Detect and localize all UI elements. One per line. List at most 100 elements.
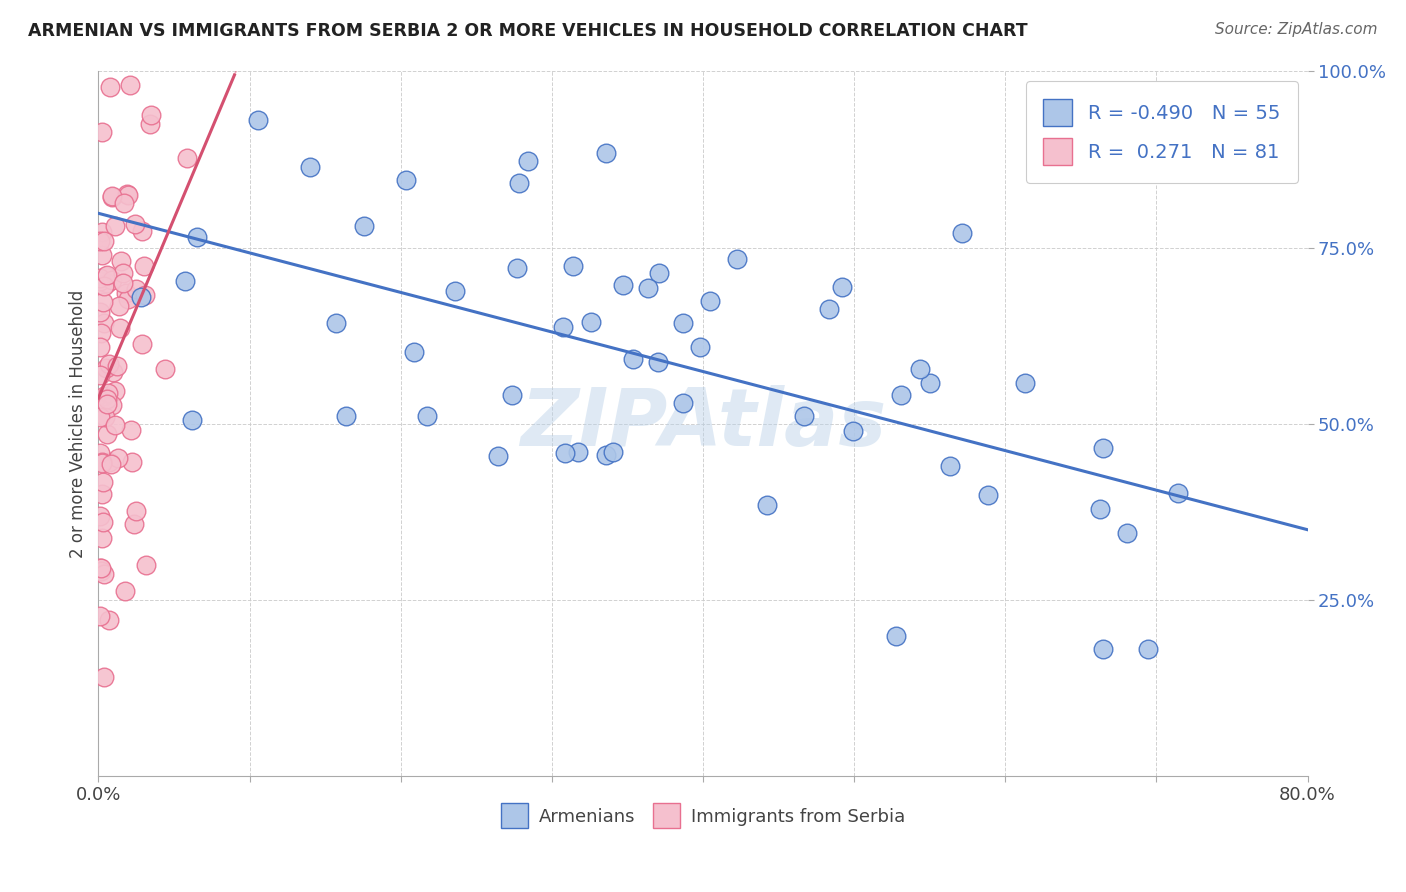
Point <box>756 498 779 512</box>
Point <box>100 398 122 412</box>
Point <box>562 260 585 274</box>
Point <box>1092 441 1115 455</box>
Point <box>890 388 912 402</box>
Point <box>90 124 112 138</box>
Point <box>112 276 135 290</box>
Point <box>90 565 112 579</box>
Point <box>908 361 931 376</box>
Point <box>1091 642 1114 657</box>
Point <box>416 409 439 423</box>
Point <box>831 280 853 294</box>
Point <box>977 488 1000 502</box>
Point <box>402 345 425 359</box>
Point <box>104 418 127 433</box>
Point <box>98 79 121 94</box>
Point <box>97 386 120 401</box>
Point <box>486 449 509 463</box>
Point <box>950 226 973 240</box>
Point <box>108 320 131 334</box>
Point <box>699 294 721 309</box>
Point <box>595 448 617 462</box>
Point <box>648 266 671 280</box>
Point <box>124 217 146 231</box>
Point <box>517 154 540 169</box>
Point <box>96 361 118 376</box>
Point <box>501 388 523 402</box>
Point <box>841 424 863 438</box>
Point <box>91 456 114 470</box>
Point <box>93 566 115 581</box>
Point <box>579 315 602 329</box>
Point <box>612 278 634 293</box>
Point <box>91 515 114 529</box>
Point <box>101 273 124 287</box>
Point <box>89 368 111 382</box>
Point <box>91 294 114 309</box>
Point <box>886 629 908 643</box>
Point <box>1014 376 1036 390</box>
Point <box>671 396 693 410</box>
Point <box>125 503 148 517</box>
Point <box>181 413 204 427</box>
Point <box>94 409 117 424</box>
Point <box>90 248 112 262</box>
Point <box>104 219 127 234</box>
Point <box>818 301 841 316</box>
Point <box>104 384 127 398</box>
Point <box>89 446 111 460</box>
Text: Source: ZipAtlas.com: Source: ZipAtlas.com <box>1215 22 1378 37</box>
Text: ZIPAtlas: ZIPAtlas <box>520 384 886 463</box>
Point <box>551 319 574 334</box>
Point <box>89 234 111 248</box>
Point <box>101 190 124 204</box>
Point <box>131 336 153 351</box>
Point <box>93 389 115 403</box>
Point <box>91 225 114 239</box>
Point <box>554 446 576 460</box>
Point <box>186 229 208 244</box>
Point <box>672 316 695 330</box>
Point <box>122 517 145 532</box>
Point <box>96 276 118 290</box>
Point <box>793 409 815 424</box>
Point <box>100 457 122 471</box>
Point <box>98 455 121 469</box>
Point <box>353 219 375 233</box>
Point <box>395 173 418 187</box>
Point <box>155 362 177 376</box>
Point <box>110 254 132 268</box>
Point <box>125 282 148 296</box>
Point <box>101 365 124 379</box>
Point <box>1167 485 1189 500</box>
Point <box>93 475 115 489</box>
Point <box>93 670 115 684</box>
Y-axis label: 2 or more Vehicles in Household: 2 or more Vehicles in Household <box>69 290 87 558</box>
Point <box>91 531 114 545</box>
Point <box>93 234 115 248</box>
Point <box>111 266 134 280</box>
Point <box>90 487 112 501</box>
Point <box>247 112 270 127</box>
Point <box>107 451 129 466</box>
Point <box>90 326 112 340</box>
Point <box>135 558 157 572</box>
Point <box>298 161 321 175</box>
Point <box>96 268 118 282</box>
Point <box>97 614 120 628</box>
Point <box>120 423 142 437</box>
Point <box>132 260 155 274</box>
Point <box>120 78 142 92</box>
Point <box>89 274 111 288</box>
Point <box>134 288 156 302</box>
Point <box>96 392 118 406</box>
Point <box>1116 525 1139 540</box>
Point <box>93 278 115 293</box>
Point <box>325 316 347 330</box>
Point <box>94 268 117 283</box>
Point <box>93 316 115 330</box>
Point <box>505 260 527 275</box>
Point <box>121 455 143 469</box>
Point <box>637 281 659 295</box>
Point <box>602 445 624 459</box>
Point <box>725 252 748 266</box>
